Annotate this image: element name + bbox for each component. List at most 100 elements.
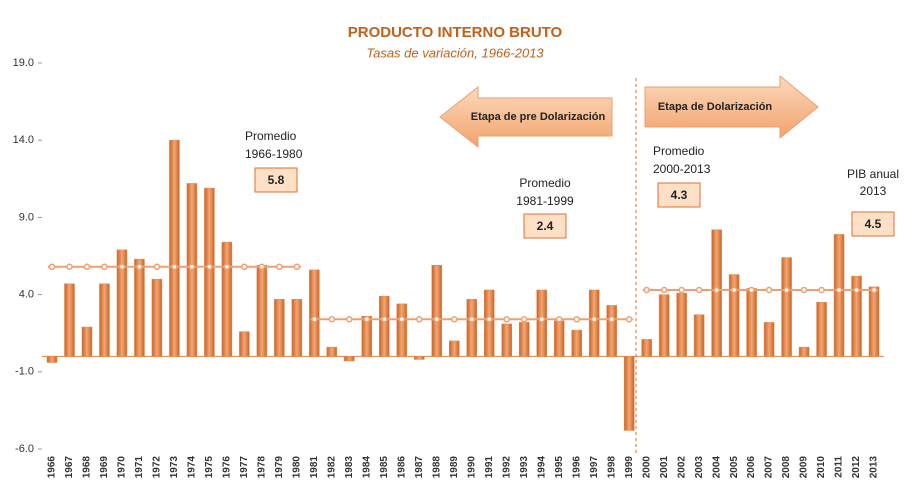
bar xyxy=(607,305,617,356)
bar xyxy=(274,299,284,356)
x-tick-label: 1998 xyxy=(606,456,617,479)
average-marker xyxy=(119,264,124,269)
bar xyxy=(432,265,442,356)
bar xyxy=(484,290,494,356)
x-tick-label: 1969 xyxy=(99,456,110,479)
average-marker xyxy=(50,264,55,269)
value-label: 2.4 xyxy=(537,219,554,233)
stage-label: Etapa de pre Dolarización xyxy=(471,111,606,123)
bar xyxy=(152,279,162,356)
x-tick-label: 2000 xyxy=(641,456,652,479)
average-marker xyxy=(784,287,789,292)
average-marker xyxy=(224,264,229,269)
bar xyxy=(764,322,774,356)
bar xyxy=(502,324,512,356)
bar xyxy=(642,339,652,356)
bar xyxy=(327,347,337,356)
average-label: Promedio xyxy=(653,144,705,158)
average-period: 1966-1980 xyxy=(245,147,303,161)
x-tick-label: 1978 xyxy=(257,456,268,479)
average-marker xyxy=(679,287,684,292)
average-marker xyxy=(277,264,282,269)
average-marker xyxy=(294,264,299,269)
x-tick-label: 2010 xyxy=(816,456,827,479)
average-marker xyxy=(522,317,527,322)
x-tick-label: 1994 xyxy=(536,456,547,479)
average-marker xyxy=(329,317,334,322)
chart: PRODUCTO INTERNO BRUTO Tasas de variació… xyxy=(0,0,904,485)
value-label: 4.3 xyxy=(671,188,688,202)
bar xyxy=(589,290,599,356)
bar xyxy=(47,356,57,362)
y-tick-label: 19.0 xyxy=(13,57,34,69)
bar xyxy=(834,234,844,356)
annotation: 2013 xyxy=(860,184,887,198)
x-tick-label: 1988 xyxy=(431,456,442,479)
x-tick-label: 1991 xyxy=(484,456,495,479)
average-label: Promedio xyxy=(245,129,297,143)
x-tick-label: 1971 xyxy=(134,456,145,479)
average-marker xyxy=(802,287,807,292)
y-tick-label: 14.0 xyxy=(13,134,34,146)
bar xyxy=(677,293,687,356)
x-tick-label: 1984 xyxy=(361,456,372,479)
average-marker xyxy=(697,287,702,292)
average-marker xyxy=(609,317,614,322)
bar xyxy=(694,315,704,357)
average-marker xyxy=(714,287,719,292)
x-tick-label: 2002 xyxy=(676,456,687,479)
average-marker xyxy=(434,317,439,322)
bar xyxy=(659,295,669,357)
x-tick-label: 1995 xyxy=(554,456,565,479)
y-tick-label: 9.0 xyxy=(19,211,34,223)
bar xyxy=(64,284,74,357)
average-marker xyxy=(399,317,404,322)
bar xyxy=(747,288,757,356)
y-tick-label: -1.0 xyxy=(15,366,34,378)
chart-subtitle: Tasas de variación, 1966-2013 xyxy=(366,45,544,60)
x-tick-label: 1972 xyxy=(152,456,163,479)
annotation: PIB anual xyxy=(847,167,899,181)
x-tick-label: 1990 xyxy=(466,456,477,479)
x-tick-label: 2009 xyxy=(799,456,810,479)
bar xyxy=(572,330,582,356)
average-marker xyxy=(539,317,544,322)
x-tick-label: 2001 xyxy=(659,456,670,479)
average-marker xyxy=(749,287,754,292)
average-marker xyxy=(259,264,264,269)
chart-title: PRODUCTO INTERNO BRUTO xyxy=(348,24,563,41)
x-tick-label: 1970 xyxy=(117,456,128,479)
x-tick-label: 2005 xyxy=(729,456,740,479)
average-marker xyxy=(837,287,842,292)
bar xyxy=(817,302,827,356)
x-tick-label: 2006 xyxy=(746,456,757,479)
average-marker xyxy=(84,264,89,269)
bar xyxy=(782,258,792,357)
stage-label: Etapa de Dolarización xyxy=(658,101,773,113)
x-tick-label: 1977 xyxy=(239,456,250,479)
value-label: 5.8 xyxy=(268,173,285,187)
x-tick-label: 1975 xyxy=(204,456,215,479)
bar xyxy=(99,284,109,357)
x-tick-label: 1966 xyxy=(47,456,58,479)
x-tick-label: 2011 xyxy=(834,456,845,478)
x-tick-label: 1967 xyxy=(64,456,75,479)
bar xyxy=(624,356,634,430)
x-tick-label: 1996 xyxy=(571,456,582,479)
average-marker xyxy=(207,264,212,269)
x-tick-label: 1999 xyxy=(624,456,635,479)
average-label: Promedio xyxy=(519,176,571,190)
average-marker xyxy=(557,317,562,322)
average-marker xyxy=(189,264,194,269)
bar xyxy=(537,290,547,356)
average-marker xyxy=(242,264,247,269)
bar xyxy=(449,341,459,356)
average-marker xyxy=(417,317,422,322)
value-label: 4.5 xyxy=(865,217,882,231)
average-marker xyxy=(364,317,369,322)
average-marker xyxy=(574,317,579,322)
bar xyxy=(257,265,267,356)
average-marker xyxy=(172,264,177,269)
x-tick-label: 1983 xyxy=(344,456,355,479)
x-tick-label: 2008 xyxy=(781,456,792,479)
